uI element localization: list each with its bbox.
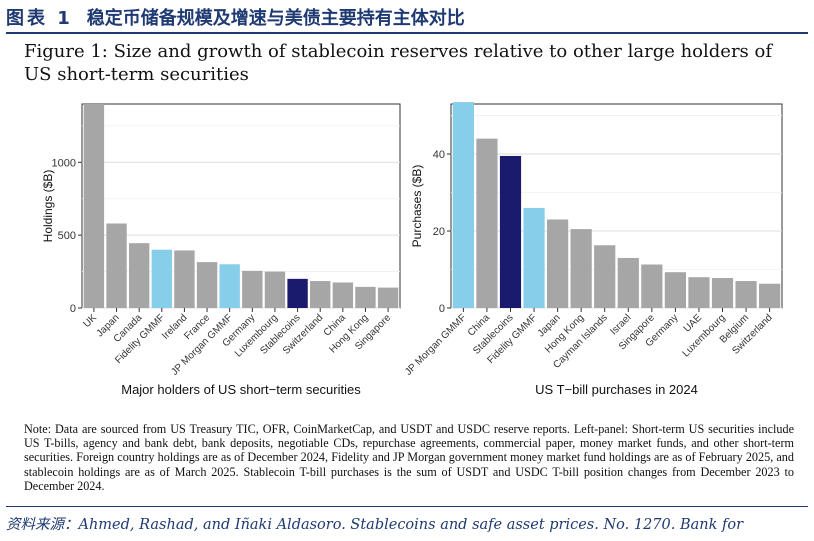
- p1-bar-hong-kong: [570, 229, 592, 308]
- p1-bar-uae: [688, 277, 710, 308]
- p0-bar-stablecoins: [287, 278, 308, 308]
- figure-note: Note: Data are sourced from US Treasury …: [24, 422, 794, 493]
- p0-bar-jp-morgan-gmmf: [219, 264, 240, 308]
- p1-bar-singapore: [641, 264, 663, 308]
- p0-y-axis-label: Holdings ($B): [41, 170, 55, 243]
- p1-bar-belgium: [735, 281, 757, 308]
- figure-label: 图表 1: [6, 8, 73, 29]
- p0-y-tick-label: 0: [70, 303, 76, 315]
- p0-x-tick-label: UK: [81, 312, 99, 330]
- p1-x-axis-label: US T−bill purchases in 2024: [535, 382, 698, 397]
- p1-bar-fidelity-gmmf: [523, 207, 545, 308]
- p0-bar-japan: [106, 223, 127, 308]
- p1-bar-germany: [664, 272, 686, 308]
- p0-bar-fidelity-gmmf: [151, 249, 172, 308]
- p1-bar-israel: [617, 257, 639, 308]
- p0-y-tick-label: 500: [58, 230, 76, 242]
- page-header: 图表 1 稳定币储备规模及增速与美债主要持有主体对比: [6, 2, 808, 34]
- p1-bar-stablecoins: [499, 155, 522, 308]
- p1-y-tick-label: 40: [433, 149, 445, 161]
- p0-bar-canada: [128, 243, 150, 308]
- p1-y-tick-label: 0: [439, 303, 445, 315]
- p0-y-tick-label: 1000: [52, 157, 76, 169]
- p0-bar-china: [332, 282, 354, 308]
- p1-y-tick-label: 20: [433, 226, 445, 238]
- p0-bar-luxembourg: [264, 271, 286, 308]
- p0-bar-hong-kong: [355, 286, 376, 308]
- p1-bar-luxembourg: [711, 277, 734, 308]
- p1-x-tick-label: JP Morgan GMMF: [405, 312, 468, 377]
- p1-bar-jp-morgan-gmmf: [452, 102, 474, 308]
- figure-title: Figure 1: Size and growth of stablecoin …: [24, 41, 773, 85]
- p1-y-axis-label: Purchases ($B): [410, 165, 424, 248]
- source-line: 资料来源：Ahmed, Rashad, and Iñaki Aldasoro. …: [6, 506, 808, 534]
- p0-bar-switzerland: [310, 281, 331, 308]
- p0-bar-france: [196, 262, 218, 308]
- p0-bar-ireland: [174, 250, 195, 308]
- p1-bar-cayman-islands: [594, 245, 616, 308]
- p1-bar-china: [476, 138, 498, 308]
- p0-bar-singapore: [377, 287, 399, 308]
- figure-heading: 稳定币储备规模及增速与美债主要持有主体对比: [86, 8, 465, 29]
- p0-bar-germany: [242, 270, 263, 308]
- p1-bar-japan: [547, 219, 569, 308]
- p1-bar-switzerland: [759, 283, 781, 308]
- p0-x-axis-label: Major holders of US short−term securitie…: [121, 382, 361, 397]
- p0-bar-uk: [83, 104, 105, 308]
